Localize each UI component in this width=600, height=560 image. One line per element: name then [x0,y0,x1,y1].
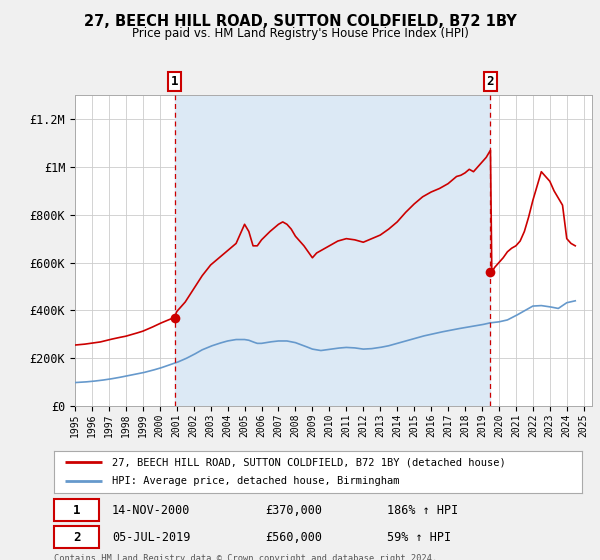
Text: £370,000: £370,000 [265,503,322,517]
FancyBboxPatch shape [54,499,99,521]
Text: 1: 1 [171,75,178,88]
Text: £560,000: £560,000 [265,530,322,544]
Text: Price paid vs. HM Land Registry's House Price Index (HPI): Price paid vs. HM Land Registry's House … [131,27,469,40]
Bar [175,95,490,406]
Text: 2: 2 [73,530,80,544]
Text: 1: 1 [73,503,80,517]
Text: 14-NOV-2000: 14-NOV-2000 [112,503,190,517]
Text: Contains HM Land Registry data © Crown copyright and database right 2024.
This d: Contains HM Land Registry data © Crown c… [54,554,437,560]
Text: 27, BEECH HILL ROAD, SUTTON COLDFIELD, B72 1BY (detached house): 27, BEECH HILL ROAD, SUTTON COLDFIELD, B… [112,457,506,467]
Text: 59% ↑ HPI: 59% ↑ HPI [386,530,451,544]
Text: 2: 2 [487,75,494,88]
Text: 05-JUL-2019: 05-JUL-2019 [112,530,190,544]
FancyBboxPatch shape [54,526,99,548]
Text: HPI: Average price, detached house, Birmingham: HPI: Average price, detached house, Birm… [112,477,400,487]
Text: 186% ↑ HPI: 186% ↑ HPI [386,503,458,517]
Text: 27, BEECH HILL ROAD, SUTTON COLDFIELD, B72 1BY: 27, BEECH HILL ROAD, SUTTON COLDFIELD, B… [83,14,517,29]
